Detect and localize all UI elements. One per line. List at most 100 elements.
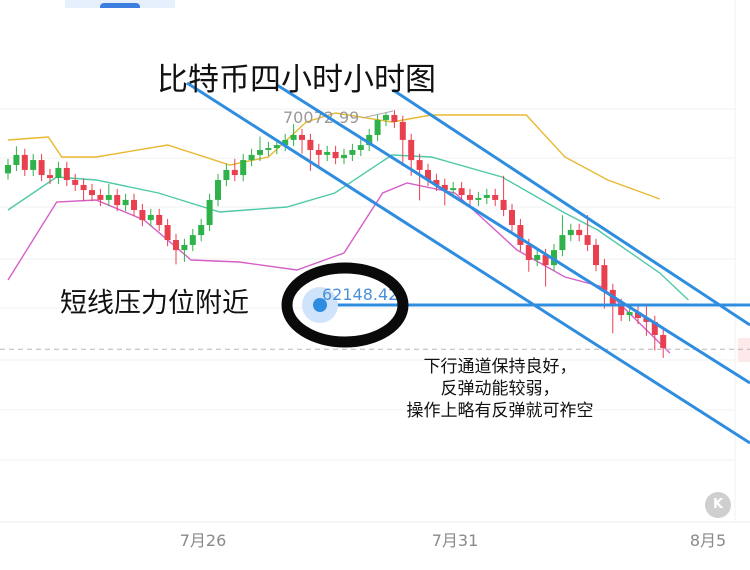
candle-body [534, 255, 541, 260]
resistance-handle[interactable] [313, 298, 327, 312]
candle [483, 188, 490, 205]
candle-body [567, 229, 574, 236]
candle [601, 258, 608, 309]
candle-body [399, 121, 406, 140]
note-line: 操作上略有反弹就可祚空 [406, 401, 594, 421]
candle [341, 148, 347, 165]
candle-body [374, 119, 381, 135]
top-tab-indicator [100, 3, 140, 8]
candle [13, 146, 20, 172]
candle [5, 158, 11, 180]
candle-body [408, 139, 415, 161]
candle [164, 218, 171, 247]
candle-body [114, 194, 121, 206]
candle [509, 203, 515, 232]
candle-body [63, 167, 70, 180]
candle [567, 223, 574, 242]
k-reset-button[interactable]: K [705, 492, 731, 518]
candle [47, 168, 53, 185]
candle [458, 181, 465, 202]
candle-body [425, 169, 431, 180]
candle-body [240, 160, 247, 176]
candle-body [483, 194, 490, 198]
candle [299, 128, 305, 154]
candle-body [299, 134, 305, 140]
x-tick-label: 7月31 [431, 531, 479, 550]
candle [643, 305, 650, 336]
candle-body [517, 225, 524, 245]
candle-body [324, 151, 331, 155]
high-marker: 70072.99 [283, 108, 394, 127]
candle-body [332, 151, 339, 159]
candle [307, 133, 314, 171]
candle [349, 143, 356, 162]
candle [38, 153, 45, 182]
candle-body [173, 240, 179, 251]
candle [265, 141, 272, 157]
bollinger-middle-line [7, 154, 689, 301]
highlight-circle [281, 262, 409, 348]
channel-middle-line[interactable] [276, 83, 750, 385]
candle [173, 233, 179, 265]
candle [63, 161, 70, 187]
candle-body [206, 199, 213, 226]
channel-lower-line[interactable] [186, 81, 750, 445]
candle [399, 115, 406, 166]
candle-body [450, 188, 457, 191]
note-line: 下行通道保持良好， [423, 357, 577, 377]
candle-body [265, 148, 272, 150]
candle-body [282, 139, 289, 146]
candle-body [55, 167, 62, 179]
candle-body [273, 145, 280, 149]
candle [156, 208, 163, 232]
candle-body [47, 175, 53, 179]
candle-body [290, 134, 297, 140]
channel-upper-line[interactable] [392, 88, 750, 327]
candle-body [618, 304, 625, 316]
candle-body [593, 244, 599, 266]
candle-body [643, 317, 650, 322]
candle [475, 191, 482, 207]
candle [576, 223, 583, 242]
candle [467, 188, 473, 207]
bollinger-lower-line [7, 182, 671, 354]
resistance-price-label: 62148.42 [322, 285, 398, 304]
candle [324, 145, 331, 162]
resistance-annotation: 短线压力位附近 [60, 288, 249, 319]
candle [89, 183, 95, 202]
candle [55, 161, 62, 185]
candle [374, 113, 381, 142]
candle [198, 218, 205, 242]
candle-body [30, 160, 37, 170]
candle [357, 138, 364, 157]
candle [332, 145, 339, 165]
candle [105, 183, 112, 207]
candle-body [139, 210, 146, 221]
candle-body [525, 244, 532, 260]
candle-body [257, 149, 263, 155]
current-price-tag [738, 338, 750, 362]
candle-body [13, 154, 20, 165]
candle-body [248, 154, 255, 161]
candle-body [584, 235, 591, 245]
candle-body [80, 184, 87, 191]
candle-body [156, 214, 163, 226]
candle [282, 133, 289, 152]
candle-body [635, 312, 641, 318]
candle [433, 173, 440, 192]
candle [206, 193, 213, 232]
high-label: 70072.99 [283, 108, 359, 127]
candle-body [433, 179, 440, 185]
candle [584, 215, 591, 252]
candle-body [97, 194, 104, 200]
candle-body [181, 244, 188, 251]
candle-body [21, 154, 28, 170]
candle-body [576, 229, 583, 236]
candle [559, 215, 566, 257]
candle [189, 228, 196, 252]
candle [551, 243, 557, 272]
candle-body [315, 149, 322, 155]
candle [534, 248, 541, 267]
candle [139, 203, 146, 227]
